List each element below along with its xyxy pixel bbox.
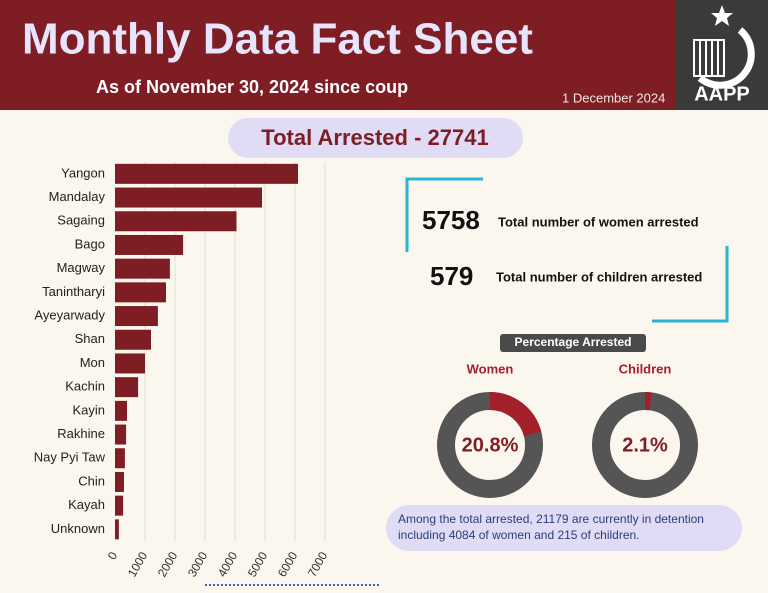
y-tick-label: Kayah [68,497,105,512]
bar [115,448,125,469]
total-pill [228,118,523,158]
y-tick-label: Rakhine [57,426,105,441]
bar [115,329,151,350]
brackets [405,177,729,323]
bar [115,495,124,516]
bar [115,282,166,303]
donut-name: Children [619,361,672,376]
bar [115,377,139,398]
bar [115,424,127,445]
x-tick-label: 0 [105,549,121,562]
logo-text: AAPP [694,83,750,105]
y-tick-label: Chin [78,473,105,488]
x-tick-label: 2000 [155,549,181,579]
y-tick-label: Kayin [72,402,105,417]
donut-arc [592,392,698,498]
bar [115,306,158,327]
bar [115,519,119,540]
x-tick-label: 6000 [275,549,301,579]
y-tick-label: Bago [75,236,105,251]
logo-icon [693,5,755,89]
donut-name: Women [467,361,514,376]
y-tick-label: Mon [80,355,105,370]
note-line: Among the total arrested, 21179 are curr… [398,512,704,526]
y-tick-label: Sagaing [57,213,105,228]
percent-title: Percentage Arrested [515,335,632,349]
stat-value: 5758 [422,205,480,235]
x-tick-label: 5000 [245,549,271,579]
percent-title-pill [500,334,646,352]
y-tick-label: Mandalay [49,189,106,204]
stat-value: 579 [430,261,473,291]
y-tick-label: Yangon [61,165,105,180]
stat-label: Total number of women arrested [498,214,699,229]
donut-value: 20.8% [462,434,519,456]
x-tick-label: 1000 [125,549,151,579]
date: 1 December 2024 [562,90,665,105]
note-box [386,505,742,551]
bar [115,400,127,421]
donut-value: 2.1% [622,434,668,456]
x-tick-label: 7000 [305,549,331,579]
y-tick-label: Ayeyarwady [34,307,105,322]
note-line: including 4084 of women and 215 of child… [398,528,640,542]
y-tick-label: Shan [75,331,105,346]
y-tick-label: Tanintharyi [42,284,105,299]
bar [115,163,298,184]
bar [115,258,170,279]
stat-label: Total number of children arrested [496,269,702,284]
total-arrested: Total Arrested - 27741 [261,125,488,150]
title: Monthly Data Fact Sheet [22,15,533,64]
bar [115,234,184,255]
x-tick-label: 3000 [185,549,211,579]
y-tick-label: Nay Pyi Taw [34,450,106,465]
bar [115,353,145,374]
bar [115,187,262,208]
bar [115,211,237,232]
bar [115,471,124,492]
header-band [0,0,676,110]
x-tick-label: 4000 [215,549,241,579]
y-tick-label: Magway [57,260,106,275]
y-tick-label: Unknown [51,521,105,536]
donut-arc [437,392,543,498]
subtitle: As of November 30, 2024 since coup [96,77,408,97]
y-tick-label: Kachin [65,379,105,394]
